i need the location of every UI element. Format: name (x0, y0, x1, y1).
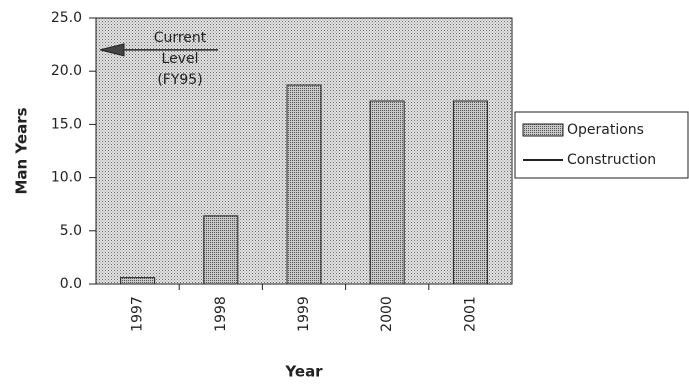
annotation-arrow (99, 43, 125, 57)
y-axis-title: Man Years (13, 107, 31, 194)
x-tick-label: 1999 (296, 296, 312, 332)
annotation-text: Current (154, 30, 207, 46)
y-tick-label: 0.0 (60, 276, 82, 292)
x-tick-label: 1998 (213, 296, 229, 332)
bar (120, 277, 156, 285)
y-tick-label: 10.0 (51, 170, 82, 186)
annotation-text: Level (162, 51, 199, 67)
bar (369, 100, 405, 285)
x-tick-label: 1997 (130, 296, 146, 332)
y-tick-label: 5.0 (60, 223, 82, 239)
bar (203, 215, 239, 285)
x-axis-title: Year (284, 363, 323, 381)
annotation-text: (FY95) (157, 72, 202, 88)
y-tick-label: 25.0 (51, 10, 82, 26)
x-tick-label: 2001 (462, 296, 478, 332)
bar (286, 84, 322, 285)
legend-swatch (522, 123, 564, 137)
y-tick-label: 20.0 (51, 63, 82, 79)
legend-label: Operations (567, 122, 644, 138)
x-tick-label: 2000 (379, 296, 395, 332)
legend-label: Construction (567, 152, 656, 168)
y-tick-label: 15.0 (51, 116, 82, 132)
bar (452, 100, 488, 285)
legend-box (514, 111, 689, 179)
